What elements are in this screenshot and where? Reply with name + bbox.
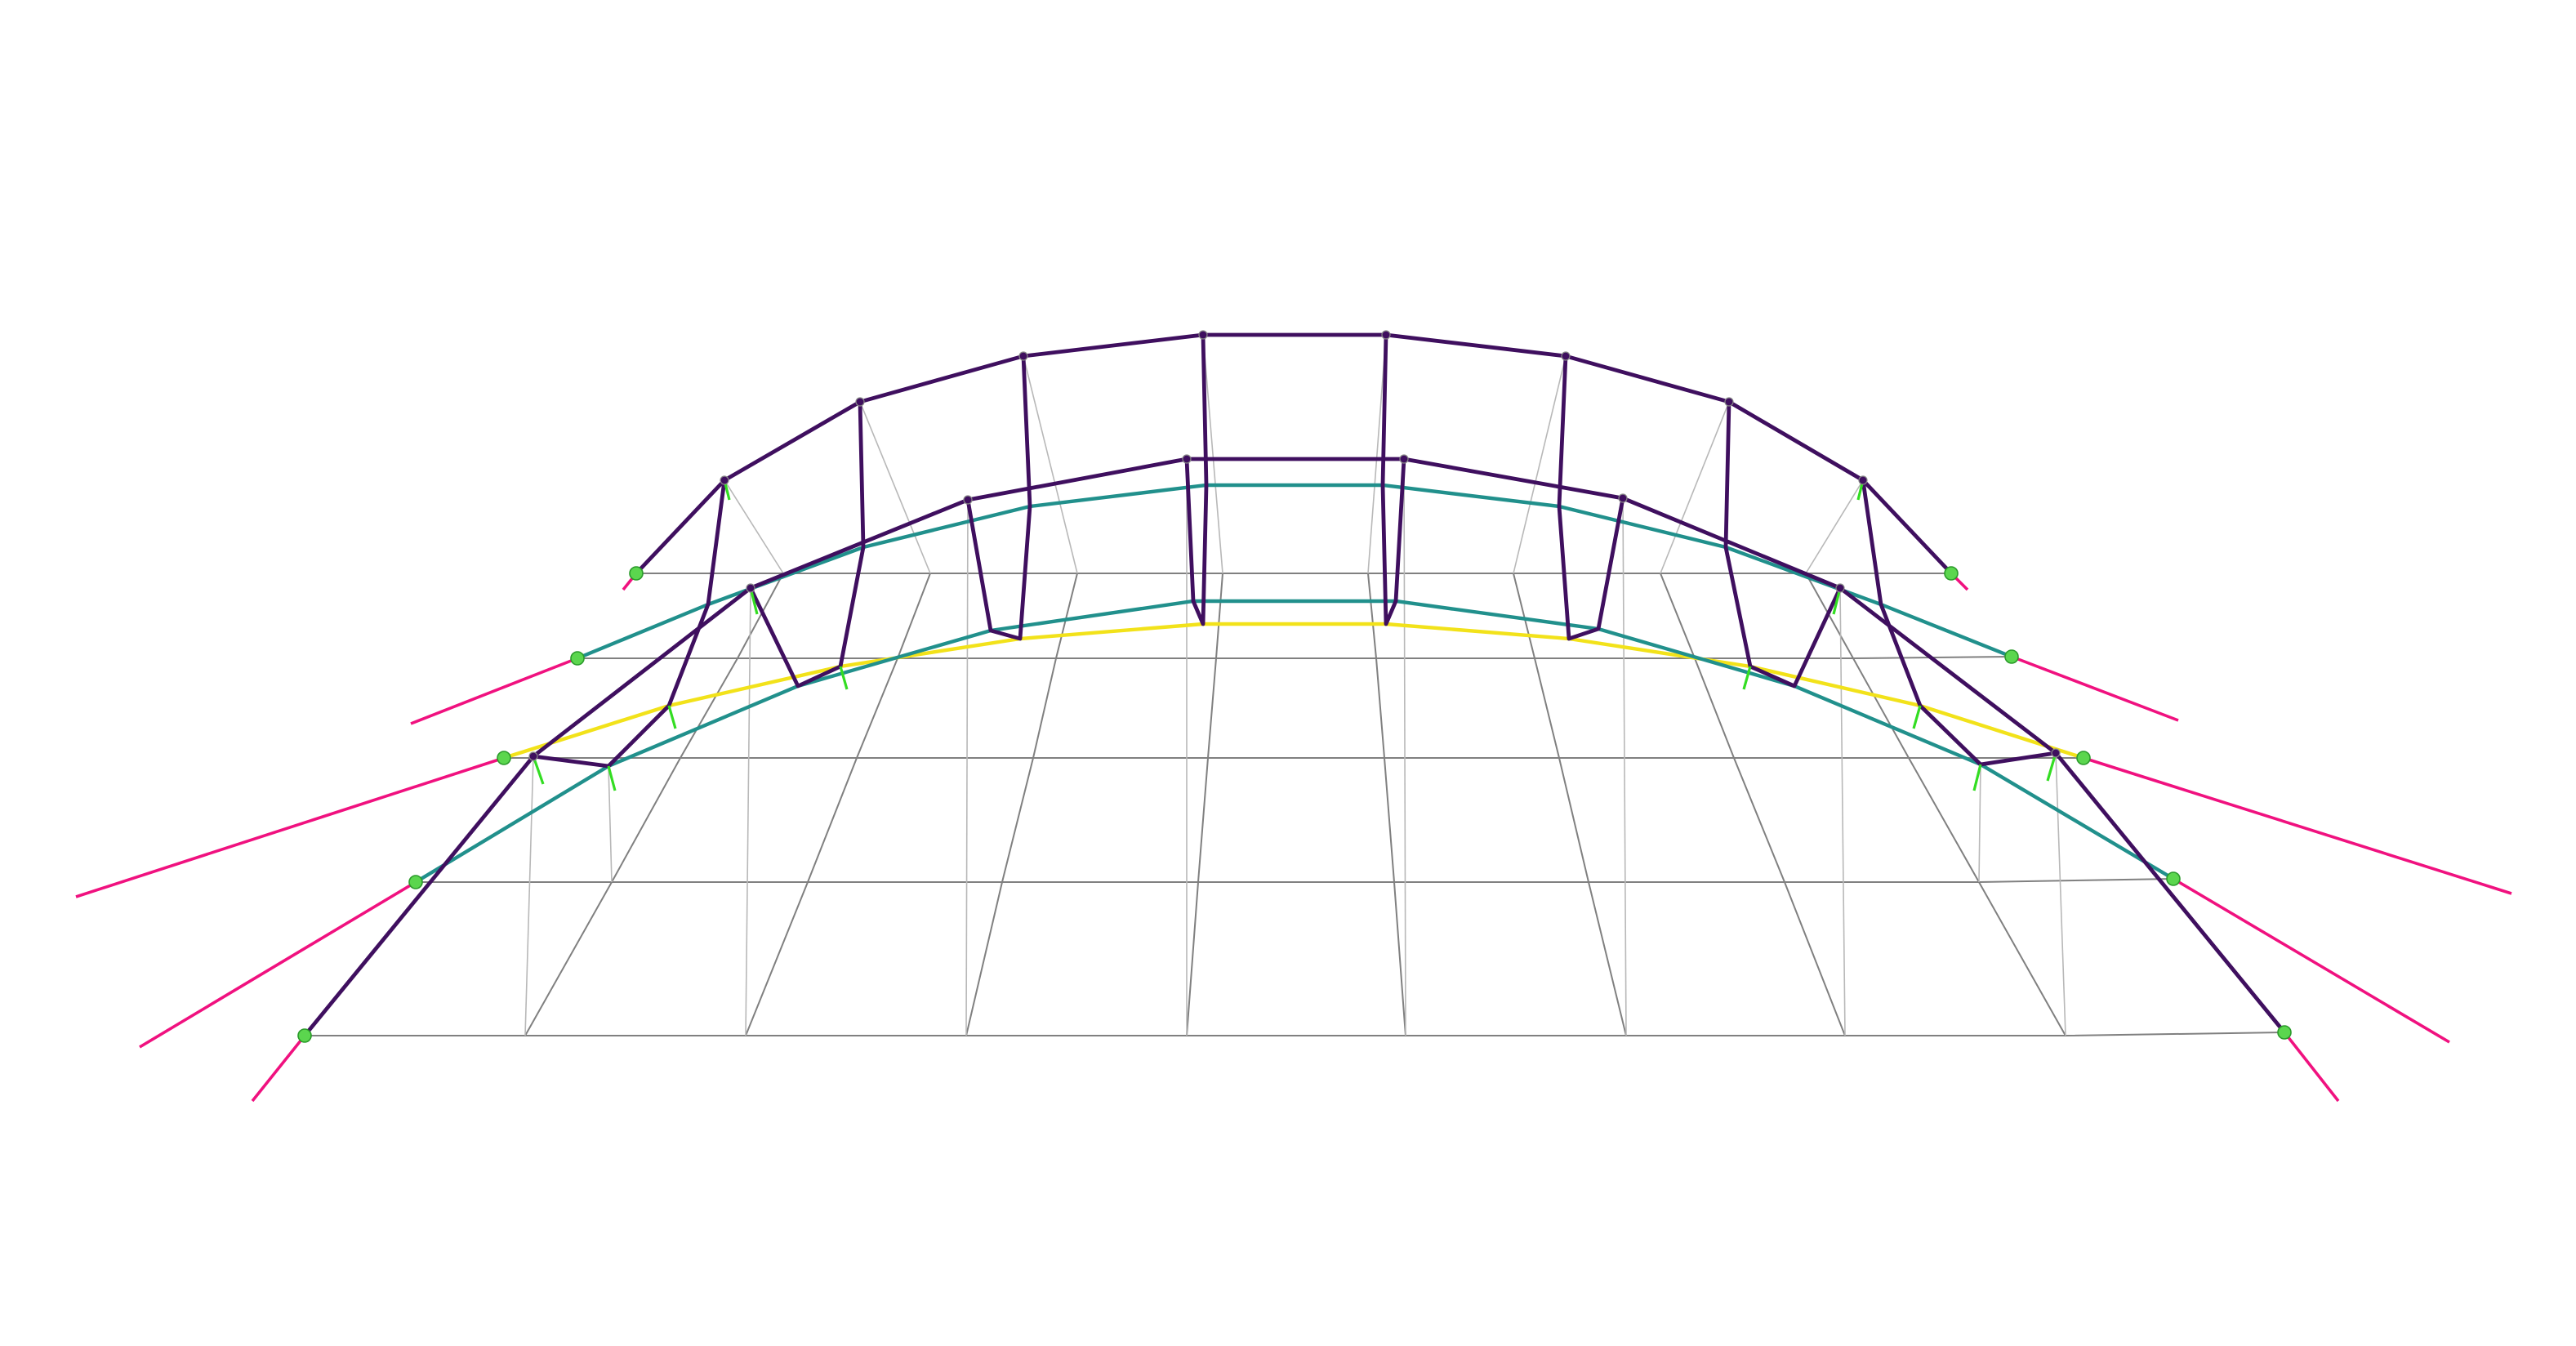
support <box>2166 871 2181 886</box>
strut <box>1557 355 1625 641</box>
reaction <box>2011 655 2179 722</box>
strut <box>1380 334 1406 626</box>
grid-row <box>577 656 2012 659</box>
hanger <box>1978 764 1981 883</box>
arch-main <box>303 457 2286 1037</box>
grid-row <box>416 878 2174 883</box>
node <box>963 495 973 505</box>
hanger <box>608 765 613 883</box>
strut <box>965 355 1032 641</box>
support <box>570 651 585 666</box>
purple-members <box>303 332 2286 1037</box>
node <box>1561 351 1571 361</box>
node <box>1381 330 1391 340</box>
node <box>1724 397 1734 407</box>
hanger <box>524 755 534 1036</box>
arch-top <box>635 332 1953 575</box>
load <box>532 755 545 785</box>
hanger <box>1513 355 1567 574</box>
strut <box>748 401 866 689</box>
support <box>1944 566 1959 581</box>
reaction <box>2083 756 2512 895</box>
hanger <box>1660 401 1730 574</box>
node <box>1858 475 1868 485</box>
grid-diagonal <box>965 573 1078 1036</box>
node <box>1198 330 1208 340</box>
support <box>2004 649 2019 664</box>
hanger <box>1023 355 1078 574</box>
node <box>528 751 538 761</box>
nodes <box>297 330 2292 1043</box>
grid-diagonal <box>524 573 784 1036</box>
node <box>746 583 755 593</box>
load <box>839 666 849 690</box>
support <box>2277 1025 2292 1040</box>
hanger <box>745 587 751 1036</box>
node <box>1018 351 1028 361</box>
hanger <box>965 499 969 1036</box>
arch-yellow <box>503 622 2084 760</box>
reaction <box>251 1034 306 1103</box>
grid-row <box>305 1032 2285 1036</box>
node <box>1618 493 1628 503</box>
load <box>667 705 677 729</box>
strut <box>533 479 727 769</box>
grid-diagonal <box>1660 573 1846 1036</box>
support <box>408 875 423 889</box>
node <box>855 397 865 407</box>
node <box>1182 454 1192 464</box>
grid-diagonal <box>1367 573 1406 1036</box>
reactions <box>75 572 2512 1103</box>
reaction <box>2283 1031 2340 1103</box>
base-grid <box>305 334 2285 1036</box>
load <box>2046 752 2057 782</box>
hanger <box>1805 479 1864 574</box>
hanger <box>1403 458 1406 1036</box>
hanger <box>1622 497 1627 1036</box>
grid-diagonal <box>1805 573 2066 1036</box>
strut <box>1184 334 1209 626</box>
hanger <box>1839 587 1846 1036</box>
support <box>297 1028 312 1043</box>
node <box>1399 454 1409 464</box>
node <box>1835 583 1845 593</box>
hanger <box>2055 752 2066 1036</box>
load-ticks <box>532 479 2057 791</box>
hanger <box>859 401 931 574</box>
reaction <box>139 880 417 1049</box>
support <box>629 566 644 581</box>
support <box>2076 751 2091 765</box>
hanger <box>1202 334 1223 574</box>
grid-diagonal <box>1513 573 1627 1036</box>
strut <box>1723 401 1843 689</box>
load <box>1972 764 1982 791</box>
reaction <box>75 756 505 898</box>
grid-diagonal <box>745 573 931 1036</box>
hanger <box>724 479 784 574</box>
support <box>497 751 511 765</box>
load <box>1742 666 1752 690</box>
grid-diagonal <box>1186 573 1223 1036</box>
reaction <box>2173 877 2450 1044</box>
load <box>607 765 617 791</box>
node <box>720 475 729 485</box>
arch-teal <box>414 599 2175 884</box>
load <box>1912 705 1922 729</box>
strut <box>1861 479 2057 767</box>
reaction <box>410 657 578 725</box>
node <box>2051 748 2061 758</box>
hanger <box>1367 334 1387 574</box>
